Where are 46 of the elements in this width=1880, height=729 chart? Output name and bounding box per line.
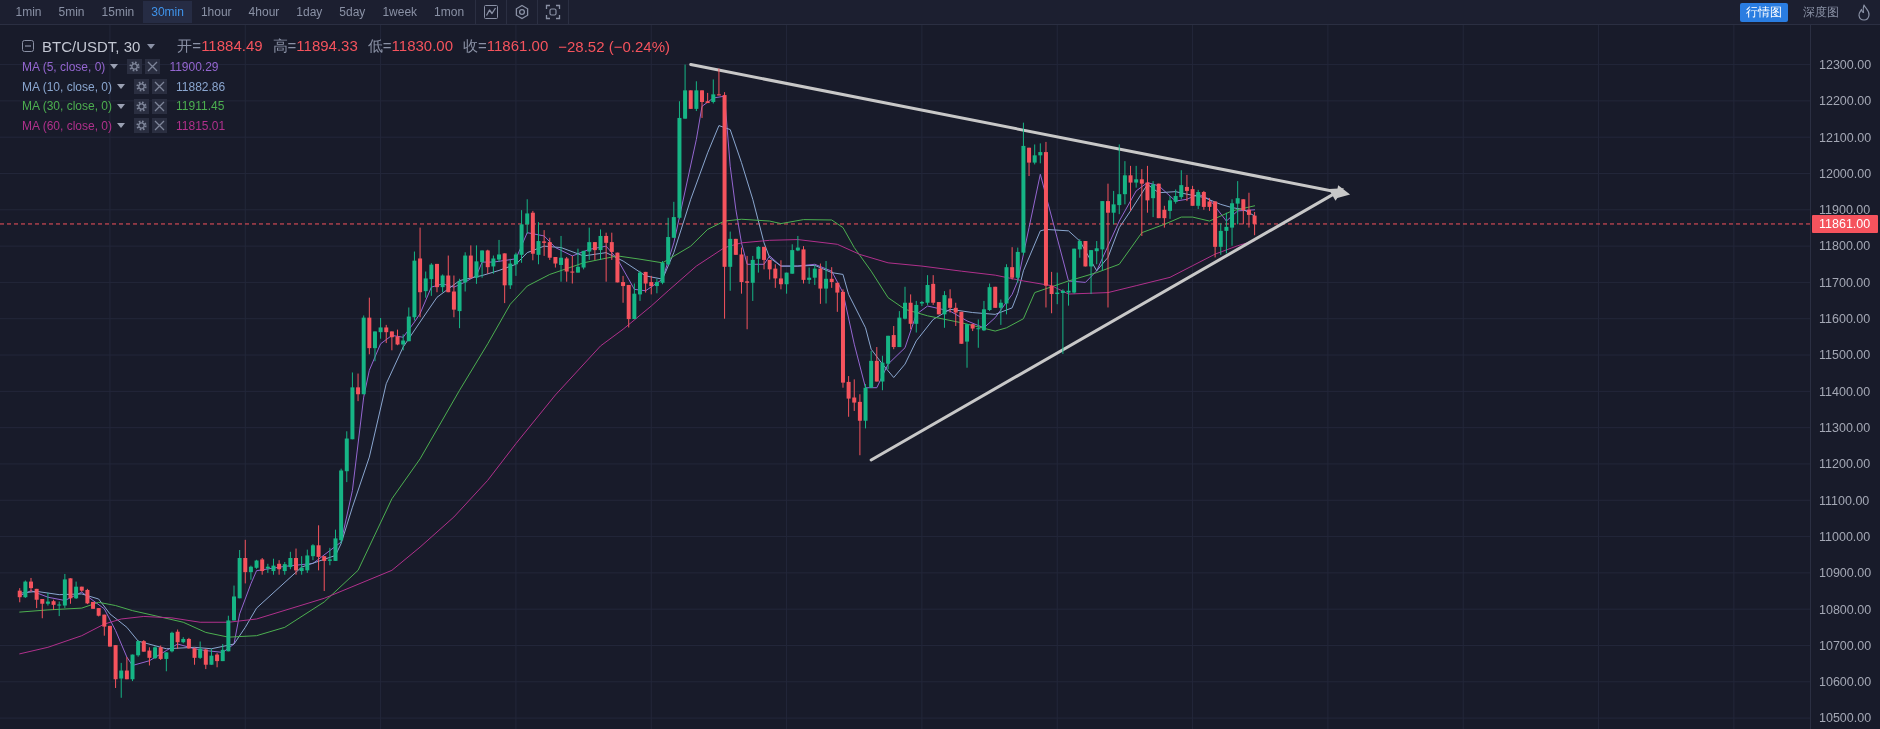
text: 30min <box>142 1 193 23</box>
y-tick-label: 11800.00 <box>1819 239 1871 254</box>
y-tick-label: 11100.00 <box>1819 493 1870 508</box>
text: 5day <box>338 4 367 21</box>
text: 1week <box>381 4 419 21</box>
text: 1mon <box>433 4 466 21</box>
annotation: 11815.01 <box>176 118 226 133</box>
text: 行情图 <box>1740 2 1788 22</box>
ref-line-label: 11861.00 <box>1819 217 1871 232</box>
annotation: −28.52 (−0.24%) <box>558 37 670 55</box>
y-tick-label: 12100.00 <box>1819 130 1872 145</box>
y-tick-label: 12300.00 <box>1819 57 1872 72</box>
text: 1day <box>295 4 324 21</box>
y-tick-label: 11400.00 <box>1819 384 1871 399</box>
text: 4hour <box>247 4 281 21</box>
text: MA (10, close, 0) <box>22 79 113 94</box>
y-tick-label: 11600.00 <box>1819 312 1871 327</box>
text: BTC/USDT, 30 <box>42 37 141 55</box>
annotation: 低=11830.00 <box>367 36 454 54</box>
y-tick-label: 10700.00 <box>1819 638 1872 653</box>
y-tick-label: 11300.00 <box>1819 421 1871 436</box>
y-tick-label: 10800.00 <box>1819 602 1872 617</box>
annotation: 11882.86 <box>176 79 226 94</box>
y-tick-label: 11200.00 <box>1819 457 1871 472</box>
text: 1hour <box>199 4 233 21</box>
y-tick-label: 11900.00 <box>1819 203 1871 218</box>
text: 5min <box>57 4 86 21</box>
y-tick-label: 10900.00 <box>1819 566 1872 581</box>
text: 1min <box>14 4 43 21</box>
text: 15min <box>100 4 136 21</box>
annotation: 开=11884.49 <box>177 36 263 54</box>
y-tick-label: 10500.00 <box>1819 711 1872 726</box>
annotation: 11900.29 <box>169 59 219 74</box>
text: MA (60, close, 0) <box>22 118 113 133</box>
y-tick-label: 11500.00 <box>1819 348 1871 363</box>
y-tick-label: 11000.00 <box>1819 529 1871 544</box>
text: 深度图 <box>1802 4 1840 20</box>
annotation: 高=11894.33 <box>272 36 358 54</box>
text: MA (5, close, 0) <box>22 59 106 74</box>
y-tick-label: 10600.00 <box>1819 675 1872 690</box>
text: MA (30, close, 0) <box>22 99 113 114</box>
y-tick-label: 11700.00 <box>1819 275 1871 290</box>
y-tick-label: 12200.00 <box>1819 94 1872 109</box>
y-tick-label: 12000.00 <box>1819 166 1872 181</box>
annotation: 收=11861.00 <box>463 36 549 54</box>
annotation: 11911.45 <box>176 99 225 114</box>
